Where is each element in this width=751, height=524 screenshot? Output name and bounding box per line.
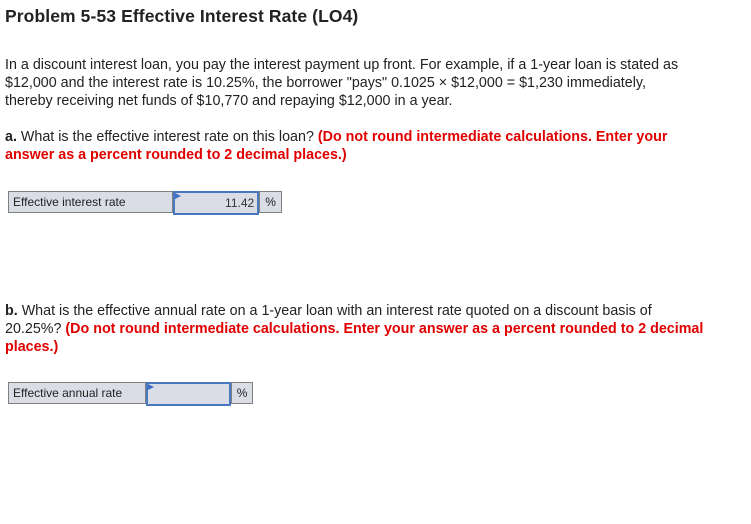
intro-line-3: thereby receiving net funds of $10,770 a… [5, 93, 453, 109]
part-b-question-2: 20.25%? (Do not round intermediate calcu… [5, 321, 703, 337]
effective-annual-rate-label: Effective annual rate [9, 383, 146, 403]
part-b-question-text: What is the effective annual rate on a 1… [17, 303, 652, 319]
part-a-question: a. What is the effective interest rate o… [5, 129, 667, 145]
page-title: Problem 5-53 Effective Interest Rate (LO… [5, 6, 359, 26]
part-a-instruction: (Do not round intermediate calculations.… [317, 129, 668, 145]
effective-interest-rate-input[interactable]: 11.42 [172, 191, 260, 215]
effective-annual-rate-row: Effective annual rate % [8, 382, 253, 406]
percent-unit: % [231, 383, 252, 403]
intro-line-2: $12,000 and the interest rate is 10.25%,… [5, 75, 646, 91]
effective-annual-rate-input[interactable] [145, 382, 232, 406]
part-b-instruction-3: places.) [5, 339, 59, 355]
part-a-question-text: What is the effective interest rate on t… [16, 129, 318, 145]
effective-interest-rate-row: Effective interest rate 11.42 % [8, 191, 282, 215]
flag-icon [174, 193, 181, 199]
effective-interest-rate-label: Effective interest rate [9, 192, 173, 212]
intro-line-1: In a discount interest loan, you pay the… [5, 57, 679, 73]
part-b-instruction: (Do not round intermediate calculations.… [65, 321, 704, 337]
part-a-instruction-2: answer as a percent rounded to 2 decimal… [5, 147, 347, 163]
percent-unit: % [259, 192, 281, 212]
part-b-question: b. What is the effective annual rate on … [5, 303, 652, 319]
part-b-question-text-2: 20.25%? [5, 321, 66, 337]
effective-interest-rate-value: 11.42 [225, 196, 255, 210]
part-b-letter: b. [5, 303, 18, 319]
part-a-letter: a. [5, 129, 17, 145]
flag-icon [147, 384, 154, 390]
